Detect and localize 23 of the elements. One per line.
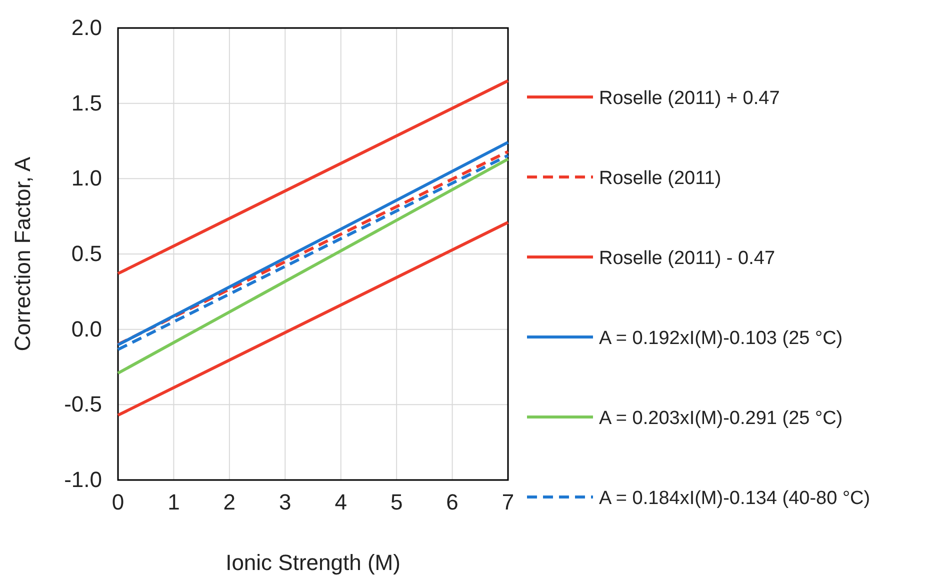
x-tick-label: 2 [223, 490, 236, 515]
x-tick-label: 0 [112, 490, 124, 515]
x-tick-label: 5 [390, 490, 403, 515]
y-axis-title: Correction Factor, A [10, 156, 35, 352]
y-tick-label: 2.0 [71, 15, 102, 40]
y-tick-label: 0.0 [71, 316, 102, 342]
legend-label: A = 0.192xI(M)-0.103 (25 °C) [599, 328, 843, 349]
legend-label: Roselle (2011) + 0.47 [599, 88, 780, 109]
y-tick-label: -0.5 [64, 392, 102, 417]
x-tick-label: 7 [502, 490, 514, 515]
x-axis-title: Ionic Strength (M) [226, 550, 400, 575]
legend-label: A = 0.203xI(M)-0.291 (25 °C) [599, 408, 843, 429]
legend-label: Roselle (2011) [599, 168, 722, 189]
legend-label: Roselle (2011) - 0.47 [599, 248, 776, 269]
x-tick-label: 1 [168, 490, 180, 515]
y-tick-label: 1.5 [71, 90, 102, 116]
y-tick-label: -1.0 [64, 467, 102, 492]
x-tick-label: 6 [446, 490, 458, 515]
x-tick-label: 3 [279, 490, 292, 515]
y-tick-label: 0.5 [71, 241, 102, 266]
x-tick-label: 4 [334, 490, 347, 515]
legend-label: A = 0.184xI(M)-0.134 (40-80 °C) [599, 488, 870, 509]
y-tick-label: 1.0 [71, 166, 102, 191]
